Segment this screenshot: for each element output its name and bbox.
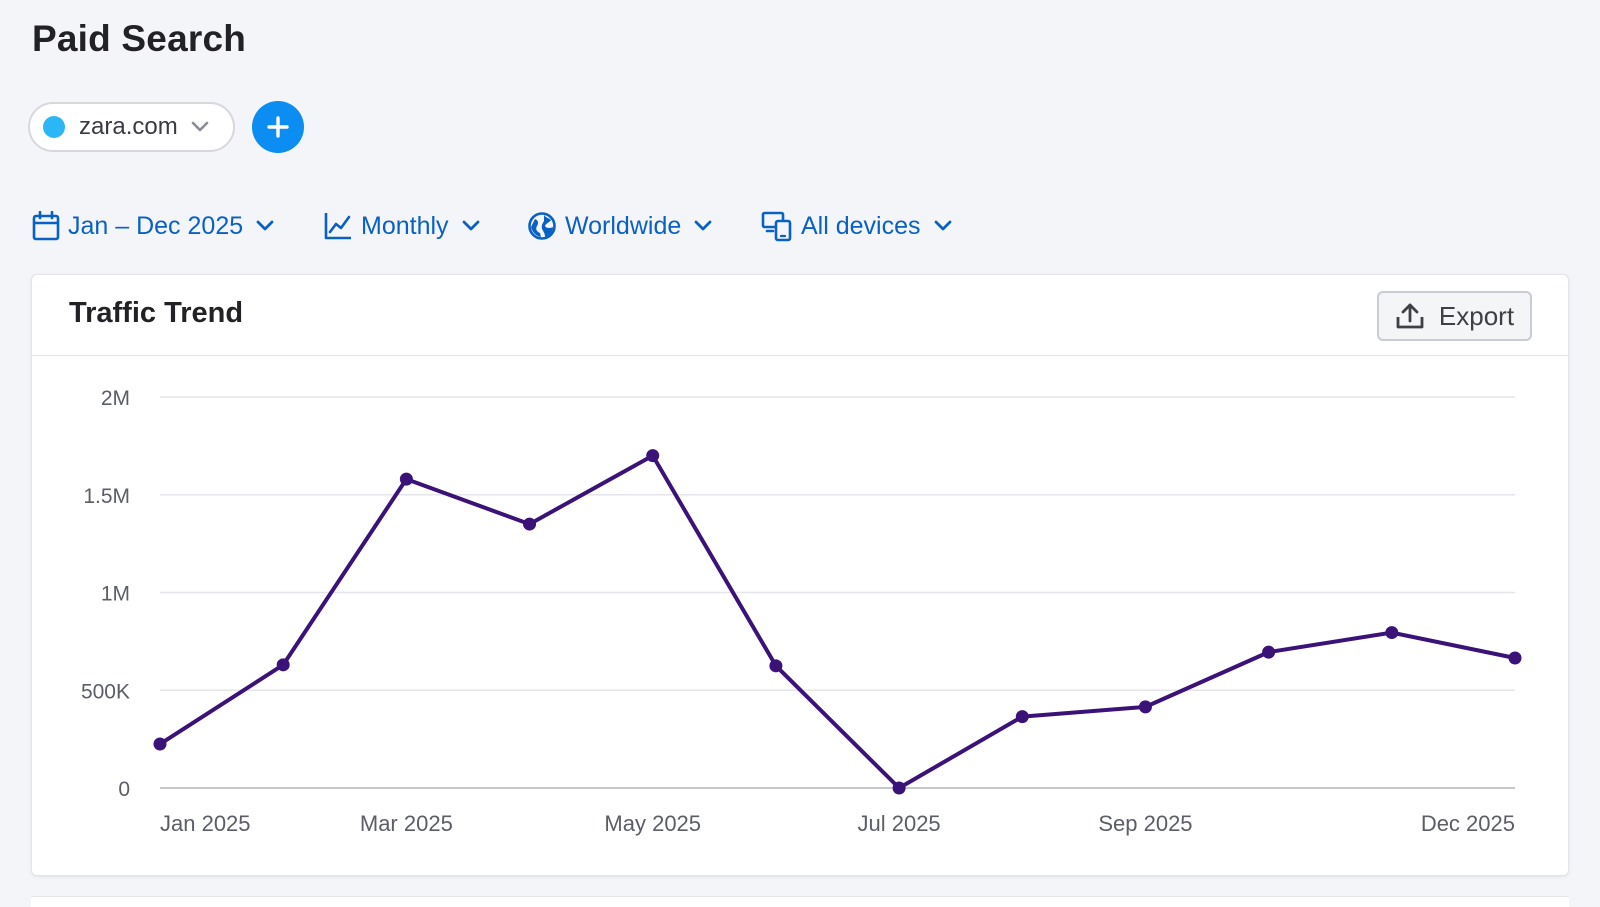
export-label: Export bbox=[1438, 300, 1515, 331]
page-title: Paid Search bbox=[32, 18, 247, 59]
card-header: Traffic Trend Export bbox=[32, 275, 1568, 356]
y-tick-label: 1M bbox=[101, 583, 130, 606]
data-point bbox=[769, 659, 783, 673]
devices-icon bbox=[761, 210, 793, 242]
granularity-filter[interactable]: Monthly bbox=[323, 204, 481, 248]
chevron-down-icon bbox=[255, 219, 275, 233]
devices-label: All devices bbox=[801, 211, 921, 240]
y-tick-label: 1.5M bbox=[83, 485, 130, 508]
data-point bbox=[153, 737, 167, 751]
add-competitor-button[interactable] bbox=[252, 101, 304, 153]
upload-icon bbox=[1395, 302, 1425, 330]
data-point bbox=[276, 658, 290, 672]
traffic-trend-card: Traffic Trend Export 0 500K 1M 1.5M 2M Jan 20… bbox=[31, 274, 1569, 876]
data-point bbox=[892, 781, 906, 795]
data-point bbox=[1015, 710, 1029, 724]
date-range-filter[interactable]: Jan – Dec 2025 bbox=[32, 204, 275, 248]
plus-icon bbox=[267, 116, 289, 138]
line-chart-icon bbox=[323, 211, 353, 241]
granularity-label: Monthly bbox=[361, 211, 449, 240]
location-filter[interactable]: Worldwide bbox=[527, 204, 713, 248]
x-tick-label: Jan 2025 bbox=[160, 811, 251, 836]
chevron-down-icon bbox=[693, 219, 713, 233]
x-tick-label: Mar 2025 bbox=[360, 811, 453, 836]
calendar-icon bbox=[32, 211, 60, 241]
chevron-down-icon bbox=[461, 219, 481, 233]
globe-icon bbox=[527, 211, 557, 241]
data-point bbox=[1138, 700, 1152, 714]
y-tick-label: 500K bbox=[81, 680, 130, 703]
card-title: Traffic Trend bbox=[69, 297, 244, 329]
data-point bbox=[646, 449, 660, 463]
x-tick-label: Dec 2025 bbox=[1421, 811, 1515, 836]
y-tick-label: 0 bbox=[118, 778, 130, 801]
chevron-down-icon bbox=[933, 219, 953, 233]
data-point bbox=[1508, 651, 1522, 665]
x-tick-label: Jul 2025 bbox=[857, 811, 940, 836]
x-tick-label: Sep 2025 bbox=[1098, 811, 1192, 836]
chevron-down-icon bbox=[190, 120, 210, 134]
data-point bbox=[399, 472, 413, 486]
data-point bbox=[1262, 645, 1276, 659]
y-tick-label: 2M bbox=[101, 387, 130, 410]
series-line bbox=[158, 453, 1517, 790]
domain-selector[interactable]: zara.com bbox=[28, 102, 235, 152]
x-tick-label: May 2025 bbox=[604, 811, 701, 836]
data-point bbox=[1385, 626, 1399, 640]
domain-name: zara.com bbox=[79, 113, 178, 140]
domain-color-dot bbox=[43, 116, 65, 138]
data-point bbox=[523, 517, 537, 531]
location-label: Worldwide bbox=[565, 211, 682, 240]
devices-filter[interactable]: All devices bbox=[761, 204, 953, 248]
export-button[interactable]: Export bbox=[1377, 291, 1532, 341]
next-card-edge bbox=[31, 896, 1569, 907]
traffic-trend-chart: 0 500K 1M 1.5M 2M Jan 2025 Mar 2025 May 2025 Jul… bbox=[81, 387, 1522, 836]
date-range-label: Jan – Dec 2025 bbox=[68, 211, 244, 240]
